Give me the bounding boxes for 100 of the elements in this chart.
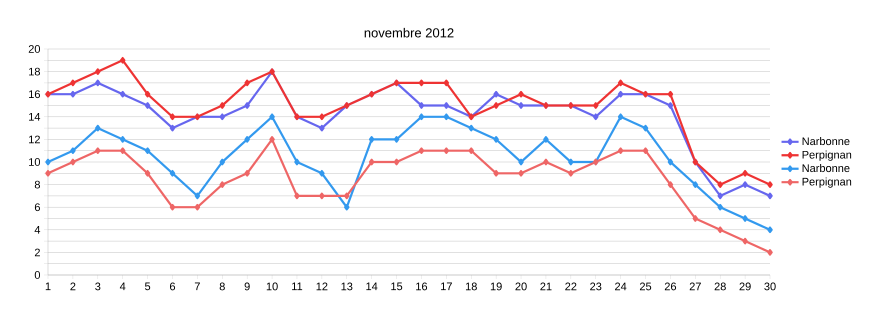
y-tick-label: 2 bbox=[34, 248, 40, 256]
point bbox=[668, 90, 674, 98]
legend-label: Narbonne bbox=[802, 137, 850, 146]
x-tick-label: 23 bbox=[590, 282, 602, 290]
point bbox=[45, 158, 51, 166]
point bbox=[120, 90, 126, 98]
point bbox=[444, 147, 450, 154]
x-tick-label: 14 bbox=[366, 282, 378, 290]
point bbox=[742, 238, 748, 244]
point bbox=[220, 158, 226, 166]
point bbox=[692, 215, 698, 222]
point bbox=[493, 90, 499, 98]
point bbox=[518, 90, 524, 98]
x-tick-label: 8 bbox=[220, 282, 225, 290]
x-tick-label: 19 bbox=[490, 282, 502, 290]
point bbox=[767, 226, 773, 234]
legend-label: Perpignan bbox=[802, 150, 852, 161]
x-tick-label: 24 bbox=[615, 282, 626, 290]
x-tick-label: 16 bbox=[416, 282, 428, 290]
x-tick-label: 20 bbox=[515, 282, 527, 290]
point bbox=[418, 102, 424, 109]
point bbox=[618, 147, 624, 154]
y-tick-label: 12 bbox=[29, 136, 40, 144]
point bbox=[368, 136, 374, 143]
point bbox=[294, 192, 300, 200]
y-tick-label: 14 bbox=[29, 113, 40, 121]
point bbox=[95, 124, 101, 132]
x-tick-label: 27 bbox=[690, 282, 701, 290]
point bbox=[767, 249, 773, 256]
y-tick-label: 0 bbox=[34, 271, 40, 279]
point bbox=[592, 114, 598, 120]
x-tick-label: 12 bbox=[316, 282, 328, 290]
point bbox=[618, 90, 624, 98]
point bbox=[194, 192, 200, 200]
point bbox=[668, 181, 674, 188]
x-tick-label: 4 bbox=[120, 282, 126, 290]
point bbox=[144, 90, 150, 98]
point bbox=[742, 170, 748, 177]
chart-title: novembre 2012 bbox=[364, 28, 454, 38]
point bbox=[418, 147, 424, 154]
point bbox=[668, 158, 674, 166]
point bbox=[244, 136, 250, 143]
point bbox=[368, 158, 374, 166]
x-tick-label: 1 bbox=[46, 282, 51, 290]
point bbox=[518, 158, 524, 166]
y-tick-label: 20 bbox=[28, 45, 40, 53]
x-tick-label: 22 bbox=[565, 282, 576, 290]
point bbox=[618, 80, 624, 86]
point bbox=[767, 192, 773, 200]
point bbox=[394, 136, 400, 143]
point bbox=[95, 147, 101, 154]
point bbox=[194, 204, 200, 210]
point bbox=[742, 215, 748, 222]
point bbox=[244, 170, 250, 177]
point bbox=[269, 114, 275, 120]
point bbox=[767, 181, 773, 188]
x-tick-label: 2 bbox=[70, 282, 76, 290]
point bbox=[518, 170, 524, 177]
point bbox=[592, 102, 598, 109]
x-tick-label: 30 bbox=[764, 282, 776, 290]
point bbox=[95, 68, 101, 75]
point bbox=[568, 158, 574, 166]
point bbox=[568, 170, 574, 177]
point bbox=[220, 102, 226, 109]
x-tick-label: 29 bbox=[740, 282, 751, 290]
point bbox=[518, 102, 524, 109]
point bbox=[319, 114, 325, 120]
x-tick-label: 6 bbox=[170, 282, 176, 290]
point bbox=[444, 80, 450, 86]
point bbox=[70, 158, 76, 166]
point bbox=[220, 181, 226, 188]
point bbox=[642, 147, 648, 154]
x-tick-label: 17 bbox=[441, 282, 452, 290]
y-tick-label: 6 bbox=[34, 203, 40, 212]
point bbox=[70, 90, 76, 98]
point bbox=[543, 158, 549, 166]
point bbox=[70, 147, 76, 154]
point bbox=[319, 192, 325, 200]
x-tick-label: 18 bbox=[466, 282, 477, 290]
x-tick-label: 28 bbox=[714, 282, 726, 290]
x-tick-label: 9 bbox=[244, 282, 250, 290]
point bbox=[543, 136, 549, 143]
y-tick-label: 16 bbox=[29, 90, 40, 98]
point bbox=[717, 181, 723, 188]
point bbox=[618, 114, 624, 120]
point bbox=[717, 204, 723, 210]
point bbox=[493, 170, 499, 177]
point bbox=[468, 147, 474, 154]
y-tick-label: 4 bbox=[34, 226, 40, 234]
point bbox=[742, 181, 748, 188]
point bbox=[170, 204, 176, 210]
point bbox=[170, 124, 176, 132]
x-tick-label: 26 bbox=[664, 282, 676, 290]
point bbox=[244, 102, 250, 109]
point bbox=[120, 136, 126, 143]
point bbox=[120, 57, 126, 64]
point bbox=[444, 114, 450, 120]
point bbox=[692, 181, 698, 188]
point bbox=[642, 124, 648, 132]
point bbox=[144, 147, 150, 154]
